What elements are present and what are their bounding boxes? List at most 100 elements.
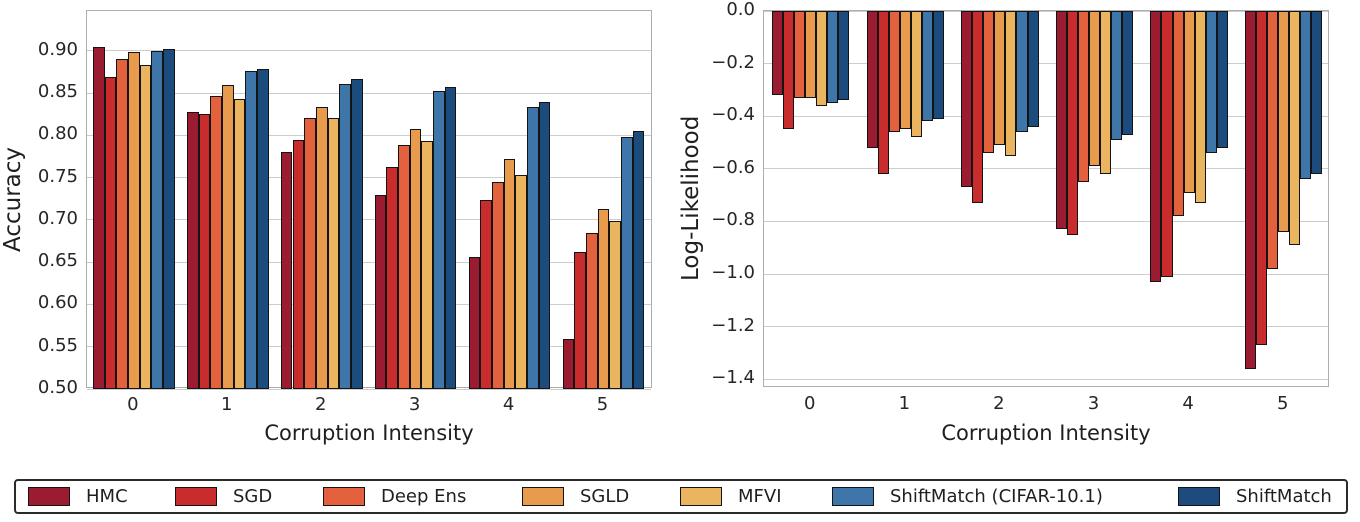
- bar-mfvi-x1: [910, 11, 922, 138]
- bar-deep-ens-x1: [888, 11, 900, 133]
- y-tick-label: −0.4: [711, 104, 755, 126]
- legend-swatch: [323, 487, 365, 506]
- legend-swatch: [522, 487, 564, 506]
- bar-sgld-x2: [994, 11, 1006, 146]
- x-tick-label: 2: [993, 393, 1005, 414]
- log-likelihood-x-axis-label: Corruption Intensity: [941, 421, 1151, 445]
- bar-shiftmatch-cifar-10-1-x4: [527, 107, 539, 389]
- bar-sgld-x5: [597, 208, 610, 389]
- legend-item-shiftmatch: ShiftMatch: [1178, 481, 1332, 512]
- bar-shiftmatch-x0: [162, 49, 175, 389]
- log-likelihood-plot-area: [763, 10, 1329, 387]
- accuracy-plot-area: [86, 10, 652, 390]
- x-tick-label: 2: [314, 394, 327, 415]
- bar-mfvi-x0: [139, 65, 152, 389]
- bar-mfvi-x2: [327, 117, 340, 389]
- x-tick-label: 4: [1182, 393, 1194, 414]
- gridline-y-0.90: [87, 50, 651, 52]
- bar-deep-ens-x0: [794, 11, 806, 98]
- x-tick-label: 3: [1087, 393, 1100, 414]
- gridline-y-0.60: [87, 303, 651, 305]
- bar-mfvi-x4: [515, 175, 528, 389]
- bar-shiftmatch-cifar-10-1-x3: [1111, 11, 1123, 140]
- x-tick-label: 4: [502, 394, 515, 415]
- legend-label: ShiftMatch (CIFAR-10.1): [890, 486, 1103, 507]
- bar-sgd-x4: [1161, 11, 1173, 277]
- bar-shiftmatch-x2: [350, 79, 363, 389]
- bar-sgld-x4: [1183, 11, 1195, 193]
- bar-sgld-x1: [899, 11, 911, 130]
- x-tick-label: 5: [1276, 393, 1289, 414]
- bar-hmc-x1: [866, 11, 878, 148]
- y-tick-label: −1.2: [711, 314, 755, 336]
- legend-item-mfvi: MFVI: [680, 481, 782, 512]
- bar-shiftmatch-x5: [632, 131, 645, 389]
- bar-sgld-x0: [805, 11, 817, 98]
- bar-shiftmatch-cifar-10-1-x0: [827, 11, 839, 104]
- bar-mfvi-x0: [816, 11, 828, 106]
- gridline-y-0.65: [87, 261, 651, 263]
- legend-swatch: [175, 487, 217, 506]
- y-tick-label: 0.85: [37, 81, 78, 103]
- bar-hmc-x5: [562, 339, 575, 389]
- gridline-y-−0.4: [764, 115, 1328, 117]
- x-tick-label: 5: [596, 394, 609, 415]
- bar-shiftmatch-x0: [838, 11, 850, 101]
- bar-sgld-x2: [315, 106, 328, 389]
- bar-sgd-x2: [972, 11, 984, 204]
- y-tick-label: −1.0: [711, 262, 755, 284]
- gridline-y-−0.2: [764, 63, 1328, 65]
- bar-mfvi-x3: [421, 141, 434, 389]
- legend-item-hmc: HMC: [28, 481, 128, 512]
- bar-shiftmatch-cifar-10-1-x1: [245, 71, 257, 389]
- legend-swatch: [832, 487, 874, 506]
- gridline-y-0.70: [87, 219, 651, 221]
- y-tick-label: 0.70: [37, 207, 78, 229]
- bar-mfvi-x2: [1005, 11, 1017, 156]
- bar-hmc-x2: [961, 11, 973, 188]
- bar-hmc-x4: [468, 257, 481, 389]
- bar-deep-ens-x3: [1077, 11, 1089, 182]
- gridline-y-0.55: [87, 346, 651, 348]
- bar-hmc-x3: [374, 195, 387, 389]
- bar-deep-ens-x4: [492, 181, 504, 389]
- bar-sgd-x4: [480, 200, 493, 389]
- bar-shiftmatch-x3: [444, 87, 457, 389]
- bar-deep-ens-x2: [983, 11, 995, 154]
- bar-hmc-x2: [280, 152, 293, 389]
- bar-sgld-x3: [1088, 11, 1101, 167]
- bar-sgld-x5: [1278, 11, 1290, 232]
- bar-shiftmatch-x5: [1311, 11, 1323, 175]
- gridline-y-0.80: [87, 134, 651, 136]
- bar-hmc-x3: [1055, 11, 1067, 230]
- gridline-y-−0.8: [764, 220, 1328, 222]
- bar-sgd-x3: [1066, 11, 1078, 235]
- legend-label: SGLD: [580, 486, 630, 507]
- bar-hmc-x0: [92, 47, 105, 389]
- bar-shiftmatch-cifar-10-1-x5: [1300, 11, 1312, 180]
- bar-shiftmatch-x1: [256, 68, 269, 389]
- y-tick-label: 0.65: [37, 250, 78, 272]
- gridline-y-−1.4: [764, 378, 1328, 380]
- gridline-y-0.0: [764, 10, 1328, 12]
- legend-item-sgld: SGLD: [522, 481, 629, 512]
- y-tick-label: 0.75: [37, 165, 78, 187]
- legend-swatch: [680, 487, 722, 506]
- bar-deep-ens-x5: [1267, 11, 1279, 269]
- bar-hmc-x1: [186, 111, 199, 389]
- legend-swatch: [28, 487, 70, 506]
- accuracy-y-axis-label: Accuracy: [0, 146, 26, 252]
- legend-swatch: [1178, 487, 1220, 506]
- bar-mfvi-x3: [1100, 11, 1112, 175]
- legend: HMC SGD Deep Ens SGLD MFVI ShiftMatch (CIFAR-…: [14, 479, 1348, 514]
- y-tick-label: 0.60: [37, 292, 78, 314]
- y-tick-label: −0.6: [711, 156, 755, 178]
- bar-sgd-x0: [783, 11, 795, 130]
- bar-deep-ens-x4: [1172, 11, 1184, 217]
- legend-label: ShiftMatch: [1236, 486, 1332, 507]
- gridline-y-−1.2: [764, 326, 1328, 328]
- y-tick-label: 0.0: [726, 0, 755, 20]
- bar-mfvi-x1: [233, 98, 246, 389]
- bar-shiftmatch-x1: [932, 11, 944, 119]
